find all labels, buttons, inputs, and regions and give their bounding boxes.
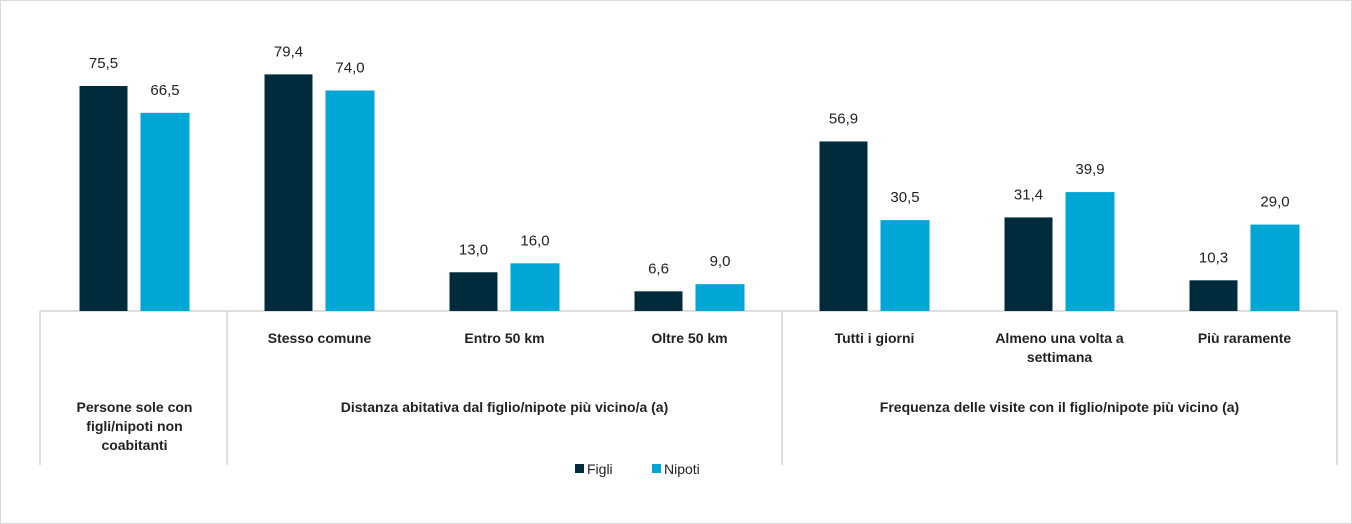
- x-tick-label: Almeno una volta a settimana: [995, 330, 1124, 365]
- group-label: Persone sole con figli/nipoti non coabit…: [76, 399, 193, 453]
- bar: [1250, 224, 1300, 311]
- bar: [510, 263, 560, 311]
- value-label: 66,5: [150, 82, 179, 99]
- bar: [880, 220, 930, 311]
- bar: [264, 74, 313, 311]
- bar: [325, 90, 375, 311]
- value-label: 79,4: [274, 43, 303, 60]
- group-label: Frequenza delle visite con il figlio/nip…: [879, 399, 1240, 415]
- x-tick-label: Entro 50 km: [464, 330, 545, 346]
- x-tick-label: Stesso comune: [267, 330, 372, 346]
- value-label: 74,0: [335, 59, 364, 76]
- bar: [695, 284, 745, 311]
- value-label: 39,9: [1075, 161, 1104, 178]
- x-tick-label: Più raramente: [1197, 330, 1292, 346]
- legend-label: Figli: [587, 461, 613, 477]
- bar: [634, 291, 683, 311]
- legend-label: Nipoti: [664, 461, 700, 477]
- value-label: 13,0: [459, 241, 488, 258]
- value-label: 6,6: [648, 260, 669, 277]
- bar: [1065, 192, 1115, 311]
- x-tick-label: Tutti i giorni: [834, 330, 915, 346]
- value-label: 75,5: [89, 55, 118, 72]
- bar: [1004, 217, 1053, 311]
- x-tick-label: Oltre 50 km: [651, 330, 728, 346]
- value-label: 10,3: [1199, 249, 1228, 266]
- group-label: Distanza abitativa dal figlio/nipote più…: [340, 399, 669, 415]
- value-label: 31,4: [1014, 186, 1043, 203]
- value-label: 9,0: [710, 253, 731, 270]
- value-label: 56,9: [829, 110, 858, 127]
- value-label: 30,5: [890, 189, 919, 206]
- bar: [79, 86, 128, 311]
- legend-swatch: [575, 464, 584, 473]
- bar: [449, 272, 498, 311]
- bar: [1189, 280, 1238, 311]
- bar: [140, 112, 190, 311]
- value-label: 16,0: [520, 232, 549, 249]
- value-label: 29,0: [1260, 194, 1289, 211]
- bar: [819, 141, 868, 311]
- legend-swatch: [652, 464, 661, 473]
